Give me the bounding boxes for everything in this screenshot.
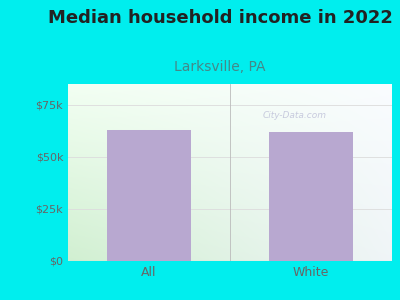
Bar <box>269 132 353 261</box>
Text: Median household income in 2022: Median household income in 2022 <box>48 9 392 27</box>
Text: Larksville, PA: Larksville, PA <box>174 60 266 74</box>
Bar <box>107 130 191 261</box>
Text: City-Data.com: City-Data.com <box>263 111 327 120</box>
